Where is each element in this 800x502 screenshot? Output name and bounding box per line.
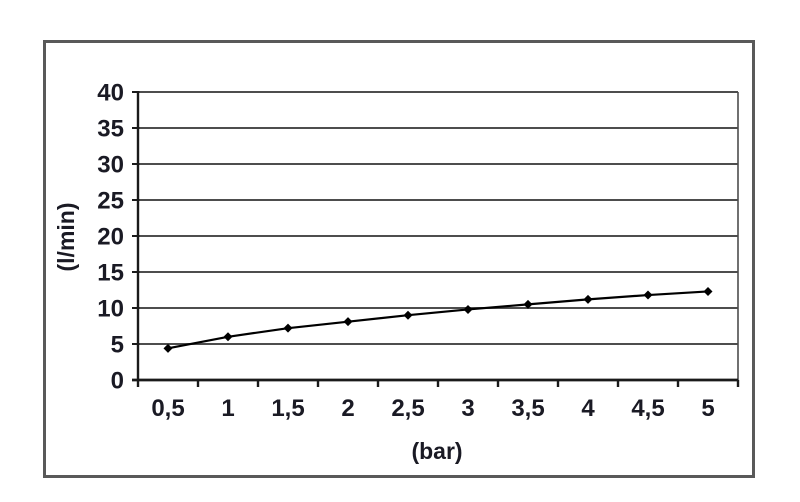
y-tick-label-40: 40 [97,80,124,107]
x-tick-label-3,5: 3,5 [511,395,544,422]
data-point-marker-1.5 [283,323,293,333]
y-tick-label-5: 5 [111,332,124,359]
x-tick-label-4: 4 [581,395,595,422]
x-axis-title: (bar) [411,438,463,464]
data-point-marker-4 [583,294,593,304]
chart-outer-frame [43,40,755,478]
x-tick-label-1: 1 [221,395,234,422]
y-tick-label-10: 10 [97,296,124,323]
x-tick-label-3: 3 [461,395,474,422]
y-axis-title: (l/min) [53,202,79,272]
data-point-marker-5 [703,286,713,296]
data-point-marker-1 [223,332,233,342]
data-point-marker-2 [343,317,353,327]
data-point-marker-3.5 [523,299,533,309]
y-tick-label-15: 15 [97,260,124,287]
data-point-marker-2.5 [403,310,413,320]
x-tick-label-2,5: 2,5 [391,395,424,422]
x-tick-label-4,5: 4,5 [631,395,664,422]
data-point-marker-0.5 [163,343,173,353]
x-tick-label-5: 5 [701,395,714,422]
data-point-marker-3 [463,304,473,314]
x-tick-label-0,5: 0,5 [151,395,184,422]
x-tick-label-1,5: 1,5 [271,395,304,422]
y-tick-label-30: 30 [97,152,124,179]
y-tick-label-35: 35 [97,116,124,143]
y-tick-label-25: 25 [97,188,124,215]
x-tick-label-2: 2 [341,395,354,422]
series-line-flow-rate-curve [167,290,709,350]
y-tick-label-0: 0 [111,368,124,395]
data-point-marker-4.5 [643,290,653,300]
y-tick-label-20: 20 [97,224,124,251]
